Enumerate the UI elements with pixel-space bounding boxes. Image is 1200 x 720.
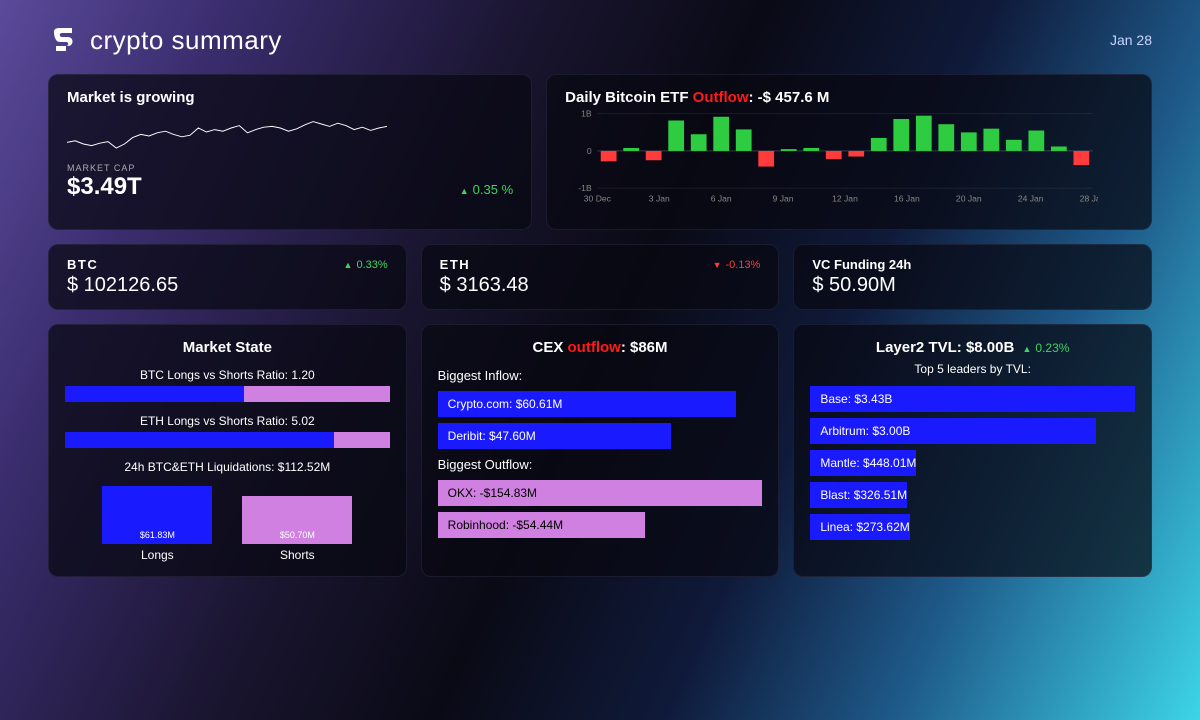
svg-text:1B: 1B (581, 110, 592, 119)
eth-ratio-bar (65, 432, 390, 448)
market-cap-card: Market is growing MARKET CAP $3.49T 0.35… (48, 74, 532, 230)
longs-bar: $61.83M (102, 486, 212, 544)
shorts-label: Shorts (280, 548, 315, 562)
market-cap-value: $3.49T (67, 173, 142, 201)
svg-text:3 Jan: 3 Jan (649, 193, 670, 203)
etf-title-prefix: Daily Bitcoin ETF (565, 89, 693, 106)
tvl-leader-bar: Mantle: $448.01M (810, 450, 916, 476)
etf-flow-word: Outflow (693, 89, 749, 106)
btc-short-segment (244, 386, 390, 402)
svg-text:24 Jan: 24 Jan (1018, 193, 1044, 203)
btc-ratio-label: BTC Longs vs Shorts Ratio: 1.20 (65, 368, 390, 382)
btc-ratio-bar (65, 386, 390, 402)
tvl-leader-bar: Linea: $273.62M (810, 514, 909, 540)
btc-symbol: BTC (67, 257, 98, 272)
svg-text:20 Jan: 20 Jan (956, 193, 982, 203)
shorts-bar: $50.70M (242, 496, 352, 544)
vc-label: VC Funding 24h (812, 257, 1133, 272)
svg-text:9 Jan: 9 Jan (773, 193, 794, 203)
date-label: Jan 28 (1110, 32, 1152, 48)
tvl-leader-bar: Arbitrum: $3.00B (810, 418, 1096, 444)
eth-ratio-label: ETH Longs vs Shorts Ratio: 5.02 (65, 414, 390, 428)
eth-change: -0.13% (713, 259, 761, 271)
inflow-label: Biggest Inflow: (438, 368, 763, 383)
layer2-change: 0.23% (1022, 341, 1069, 355)
layer2-subtitle: Top 5 leaders by TVL: (810, 362, 1135, 376)
eth-short-segment (334, 432, 389, 448)
market-cap-title: Market is growing (67, 89, 513, 106)
eth-price: $ 3163.48 (440, 274, 761, 297)
layer2-title: Layer2 TVL: $8.00B 0.23% (810, 339, 1135, 356)
longs-amount: $61.83M (140, 530, 175, 540)
logo-icon (48, 24, 80, 56)
market-cap-label: MARKET CAP (67, 163, 513, 173)
vc-value: $ 50.90M (812, 274, 1133, 297)
svg-text:0: 0 (587, 146, 592, 156)
layer2-tvl: $8.00B (966, 339, 1014, 356)
cex-title: CEX outflow: $86M (438, 339, 763, 356)
eth-long-segment (65, 432, 334, 448)
etf-card: Daily Bitcoin ETF Outflow: -$ 457.6 M 1B… (546, 74, 1152, 230)
svg-text:16 Jan: 16 Jan (894, 193, 920, 203)
vc-funding-card: VC Funding 24h $ 50.90M (793, 244, 1152, 310)
svg-text:6 Jan: 6 Jan (711, 193, 732, 203)
outflow-bar: OKX: -$154.83M (438, 480, 763, 506)
etf-bar-chart: 1B 0 -1B30 Dec 3 Jan 6 Jan 9 Jan 12 Jan 16 Jan 2… (565, 110, 1098, 210)
etf-title-suffix: : -$ 457.6 M (749, 89, 830, 106)
outflow-label: Biggest Outflow: (438, 457, 763, 472)
svg-text:12 Jan: 12 Jan (832, 193, 858, 203)
layer2-title-prefix: Layer2 TVL: (876, 339, 966, 356)
tvl-leader-bar: Blast: $326.51M (810, 482, 907, 508)
inflow-bar: Crypto.com: $60.61M (438, 391, 737, 417)
header: crypto summary Jan 28 (48, 24, 1152, 56)
shorts-amount: $50.70M (280, 530, 315, 540)
svg-text:-1B: -1B (578, 183, 592, 193)
cex-title-suffix: : $86M (621, 339, 668, 356)
liquidations-bars: $61.83M Longs $50.70M Shorts (65, 482, 390, 562)
etf-title: Daily Bitcoin ETF Outflow: -$ 457.6 M (565, 89, 1133, 106)
market-cap-sparkline (67, 112, 387, 152)
layer2-card: Layer2 TVL: $8.00B 0.23% Top 5 leaders b… (793, 324, 1152, 577)
liquidations-label: 24h BTC&ETH Liquidations: $112.52M (65, 460, 390, 474)
market-state-card: Market State BTC Longs vs Shorts Ratio: … (48, 324, 407, 577)
outflow-bar: Robinhood: -$54.44M (438, 512, 646, 538)
longs-label: Longs (141, 548, 174, 562)
btc-ticker-card: BTC 0.33% $ 102126.65 (48, 244, 407, 310)
eth-symbol: ETH (440, 257, 471, 272)
cex-flow-card: CEX outflow: $86M Biggest Inflow: Crypto… (421, 324, 780, 577)
logo: crypto summary (48, 24, 282, 56)
btc-change: 0.33% (344, 259, 388, 271)
cex-flow-word: outflow (568, 339, 621, 356)
svg-text:30 Dec: 30 Dec (584, 193, 612, 203)
market-state-title: Market State (65, 339, 390, 356)
tvl-leader-bar: Base: $3.43B (810, 386, 1135, 412)
market-cap-change: 0.35 % (460, 182, 513, 197)
svg-text:28 Jan: 28 Jan (1080, 193, 1099, 203)
brand-text: crypto summary (90, 25, 282, 56)
btc-price: $ 102126.65 (67, 274, 388, 297)
eth-ticker-card: ETH -0.13% $ 3163.48 (421, 244, 780, 310)
cex-title-prefix: CEX (532, 339, 567, 356)
inflow-bar: Deribit: $47.60M (438, 423, 672, 449)
btc-long-segment (65, 386, 244, 402)
